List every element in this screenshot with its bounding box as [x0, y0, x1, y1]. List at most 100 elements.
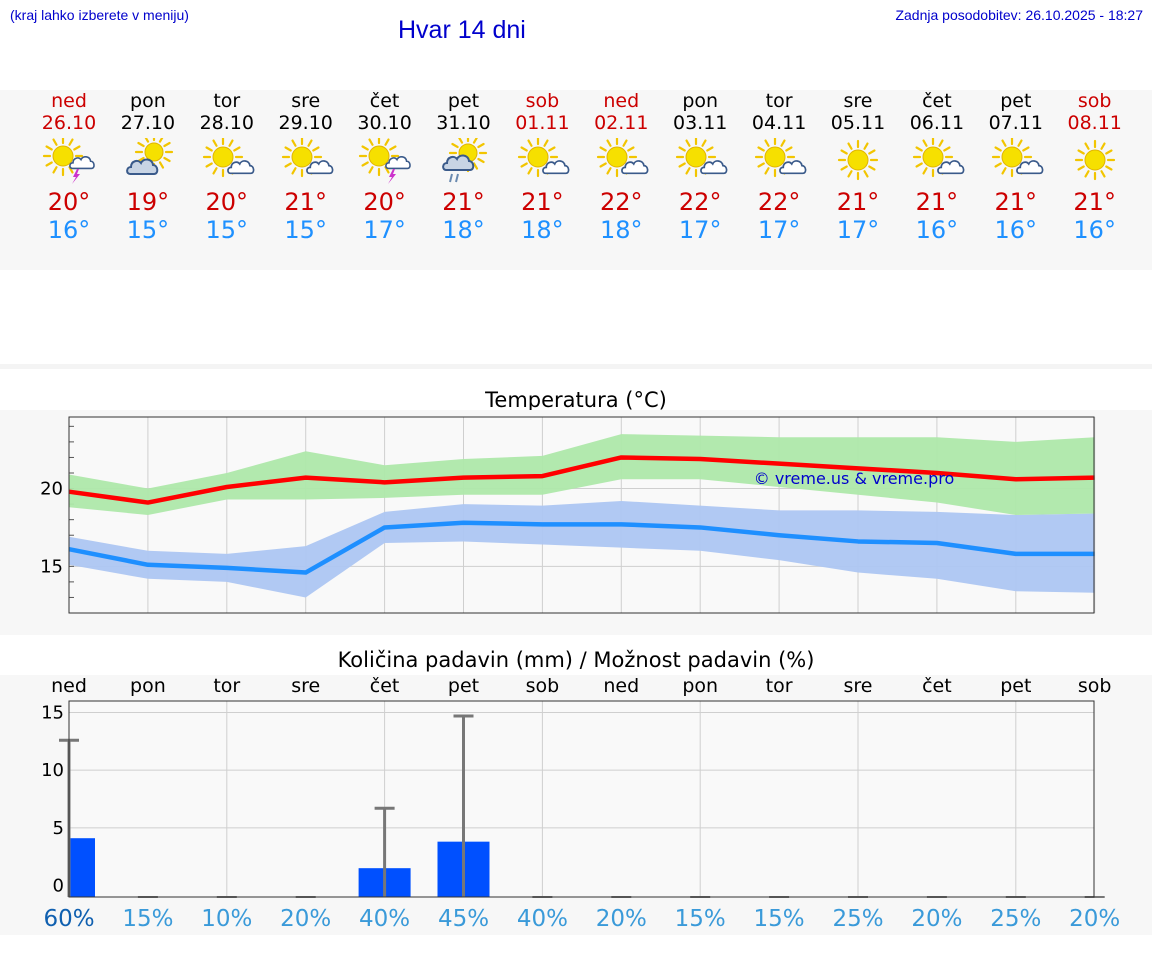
max-temp-line — [68, 455, 1095, 505]
day-name: pet — [447, 90, 480, 112]
category-label: čet — [922, 675, 952, 697]
day-name: sob — [1077, 90, 1112, 112]
day-name: pon — [130, 90, 166, 112]
day-date: 05.11 — [830, 112, 886, 134]
sun-icon — [1074, 139, 1115, 181]
category-label: sre — [844, 675, 873, 697]
day-name: pon — [682, 90, 719, 112]
cloud-rain-icon — [441, 138, 487, 183]
day-date: 08.11 — [1067, 112, 1122, 134]
category-label: pet — [448, 675, 479, 697]
sun-cloud-thunder-icon — [42, 138, 95, 184]
temp-max: 21° — [442, 188, 485, 216]
temp-min: 17° — [757, 216, 801, 244]
watermark: © vreme.us & vreme.pro — [754, 469, 955, 488]
plot-area — [69, 701, 1094, 897]
sun-cloud-icon — [912, 138, 965, 178]
day-name: ned — [603, 90, 640, 112]
cloud-sun-icon — [126, 138, 173, 175]
sun-cloud-icon — [597, 138, 649, 178]
day-name: pet — [1000, 90, 1032, 112]
sun-cloud-icon — [991, 138, 1044, 178]
category-label: sob — [526, 675, 560, 697]
day-date: 27.10 — [120, 112, 176, 134]
temp-max: 21° — [284, 188, 327, 216]
day-name: sob — [525, 90, 560, 112]
day-name: tor — [765, 90, 793, 112]
precip-chart-title: Količina padavin (mm) / Možnost padavin … — [337, 648, 815, 672]
sun-cloud-thunder-icon — [358, 138, 411, 184]
temp-max: 22° — [678, 188, 722, 216]
temp-min: 16° — [915, 216, 959, 244]
day-date: 07.11 — [988, 112, 1043, 134]
category-label: pon — [130, 675, 166, 697]
min-temp-line — [68, 520, 1095, 575]
category-label: sob — [1078, 675, 1112, 697]
temp-min: 15° — [284, 216, 327, 244]
min-temp-band — [69, 501, 1095, 598]
temp-max: 20° — [47, 188, 91, 216]
day-date: 28.10 — [199, 112, 254, 134]
day-date: 31.10 — [436, 112, 491, 134]
y-tick-label: 5 — [53, 818, 64, 839]
plot-frame — [68, 416, 1095, 614]
max-temp-band — [69, 434, 1095, 515]
page-title: Hvar 14 dni — [398, 16, 526, 44]
category-label: tor — [213, 675, 240, 697]
precip-probability: 60% — [43, 906, 94, 932]
day-column: ned 26.10 20° 16° — [29, 90, 109, 270]
sun-cloud-icon — [202, 138, 255, 178]
y-tick-label: 10 — [41, 760, 64, 781]
temp-min: 18° — [521, 216, 564, 244]
day-date: 01.11 — [515, 112, 570, 134]
precip-chart: 0 5 10 15 ned pon tor sre čet pet sob ned pon tor sre č… — [41, 675, 1120, 932]
sun-cloud-icon — [281, 138, 334, 178]
temp-min: 15° — [126, 216, 170, 244]
day-date: 30.10 — [357, 112, 412, 134]
precip-probability: 25% — [832, 906, 883, 932]
day-column: sob 08.11 21° 16° — [1055, 90, 1135, 270]
temp-min: 15° — [205, 216, 249, 244]
precip-probability: 45% — [438, 906, 489, 932]
day-date: 02.11 — [594, 112, 649, 134]
day-date: 29.10 — [278, 112, 333, 134]
temp-max: 20° — [363, 188, 406, 216]
precip-probability: 25% — [990, 906, 1041, 932]
precip-probability: 40% — [359, 906, 410, 932]
day-column: sre 29.10 21° 15° — [266, 90, 346, 270]
temp-min: 16° — [1073, 216, 1116, 244]
day-column: pon 03.11 22° 17° — [660, 90, 740, 270]
location-menu-hint[interactable]: (kraj lahko izberete v meniju) — [10, 7, 189, 23]
temp-max: 21° — [915, 188, 959, 216]
temperature-chart: 15 20 © vreme.us & vreme.pro — [40, 416, 1096, 614]
day-column: ned 02.11 22° 18° — [581, 90, 661, 270]
sun-icon — [837, 139, 879, 181]
y-tick-label: 15 — [40, 556, 63, 577]
temp-max: 20° — [205, 188, 249, 216]
forecast-strip — [0, 90, 1152, 270]
day-name: čet — [922, 90, 952, 112]
day-column: sob 01.11 21° 18° — [502, 90, 582, 270]
day-date: 06.11 — [909, 112, 965, 134]
temp-min: 17° — [363, 216, 406, 244]
category-label: ned — [51, 675, 87, 697]
day-name: sre — [843, 90, 873, 112]
precip-probability: 10% — [201, 906, 252, 932]
category-label: čet — [370, 675, 400, 697]
category-label: tor — [766, 675, 793, 697]
day-date: 26.10 — [41, 112, 97, 134]
precip-probability: 40% — [517, 906, 568, 932]
separator — [0, 364, 1152, 369]
precip-probability: 15% — [675, 906, 726, 932]
temp-max: 21° — [836, 188, 880, 216]
precip-probability: 20% — [911, 906, 962, 932]
day-column: pet 07.11 21° 16° — [976, 90, 1056, 270]
precip-probability: 15% — [122, 906, 173, 932]
temperature-chart-title: Temperatura (°C) — [485, 388, 667, 412]
day-column: čet 30.10 20° 17° — [345, 90, 425, 270]
temp-max: 19° — [126, 188, 170, 216]
day-name: ned — [51, 90, 87, 112]
y-tick-label: 20 — [40, 479, 63, 500]
day-column: pon 27.10 19° 15° — [108, 90, 188, 270]
temp-max: 22° — [757, 188, 801, 216]
